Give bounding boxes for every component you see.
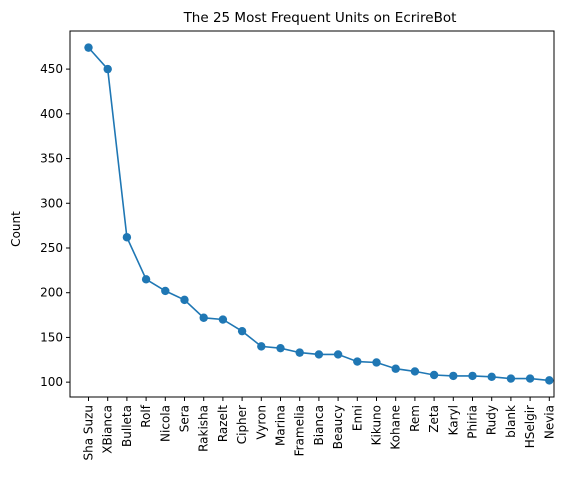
data-point — [333, 350, 343, 359]
data-point — [103, 64, 112, 74]
data-point — [122, 233, 132, 242]
chart-title: The 25 Most Frequent Units on EcrireBot — [183, 10, 457, 26]
data-point — [372, 358, 381, 367]
data-point — [449, 371, 458, 381]
data-point — [218, 315, 228, 324]
axes-frame — [69, 30, 555, 398]
y-axis-label: Count — [9, 211, 23, 247]
data-point — [180, 295, 189, 305]
x-tick-label: Kikuno — [370, 405, 384, 445]
y-tick-label: 100 — [40, 375, 63, 389]
y-tick-label: 350 — [40, 152, 63, 166]
data-point — [257, 342, 266, 351]
x-axis-ticks: Sha Suzu XBianca Bulleta Rolf Nicola Sera Raki… — [82, 397, 556, 461]
x-tick-label: Rolf — [139, 404, 153, 427]
x-tick-label: Rudy — [485, 405, 499, 435]
x-tick-label: Sera — [178, 405, 192, 432]
x-tick-label: Enni — [350, 405, 364, 431]
series-count — [84, 43, 554, 385]
data-point — [353, 357, 362, 366]
data-point — [410, 367, 420, 376]
x-tick-label: Razelt — [216, 405, 230, 442]
y-tick-label: 400 — [40, 107, 63, 121]
series-line — [87, 47, 550, 382]
y-tick-label: 250 — [40, 241, 63, 255]
x-tick-label: Rakisha — [197, 405, 211, 452]
x-tick-label: Nevia — [542, 405, 556, 439]
data-point — [487, 372, 496, 381]
x-tick-label: Zeta — [427, 405, 441, 433]
y-tick-label: 150 — [40, 330, 63, 344]
data-point — [141, 275, 151, 284]
x-tick-label: Vyron — [254, 405, 268, 440]
y-axis-ticks: 100 150 200 250 300 350 400 450 — [40, 62, 70, 389]
x-tick-label: Marina — [274, 405, 288, 446]
data-point — [314, 350, 324, 359]
x-tick-label: blank — [504, 405, 518, 438]
data-point — [545, 376, 554, 385]
data-point — [391, 364, 400, 373]
x-tick-label: XBianca — [101, 405, 115, 454]
x-tick-label: Rem — [408, 405, 422, 432]
data-point — [199, 313, 208, 322]
x-tick-label: Kohane — [389, 405, 403, 450]
x-tick-label: Bulleta — [120, 405, 134, 447]
data-point — [161, 286, 170, 296]
x-tick-label: Karyl — [446, 405, 460, 435]
plot-frame — [69, 30, 555, 398]
data-point — [506, 374, 516, 383]
x-tick-label: Cipher — [235, 405, 249, 444]
x-tick-label: Bianca — [312, 405, 326, 445]
data-point — [295, 348, 304, 357]
data-point — [84, 43, 93, 52]
y-tick-label: 200 — [40, 286, 63, 300]
x-tick-label: Framelia — [293, 405, 307, 456]
y-tick-label: 300 — [40, 196, 63, 210]
data-point — [429, 370, 439, 380]
data-point — [525, 374, 535, 383]
data-point — [276, 343, 285, 353]
data-point — [237, 326, 247, 336]
x-tick-label: HSelgir — [523, 405, 537, 448]
x-tick-label: Phiria — [466, 405, 480, 439]
x-tick-label: Beaucy — [331, 405, 345, 449]
x-tick-label: Sha Suzu — [82, 405, 96, 461]
y-tick-label: 450 — [40, 62, 63, 76]
x-tick-label: Nicola — [158, 405, 172, 442]
data-point — [468, 371, 477, 381]
